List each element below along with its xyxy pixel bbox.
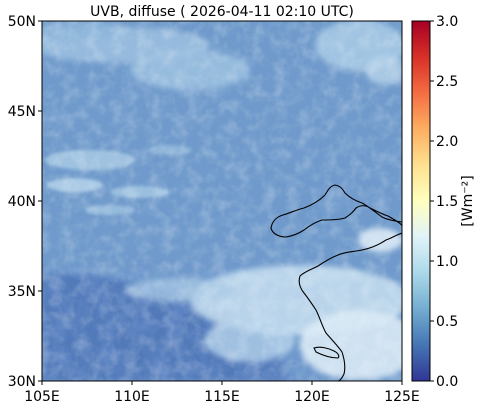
lat-tick-35n: 35N (8, 284, 36, 300)
lon-tick-125e: 125E (384, 389, 420, 405)
cbar-tick-1-5: 1.5 (436, 194, 458, 210)
cbar-tick-0-0: 0.0 (436, 374, 458, 390)
colorbar-gradient (411, 20, 431, 382)
cbar-tick-1-0: 1.0 (436, 254, 458, 270)
lon-tick-105e: 105E (24, 389, 60, 405)
colorbar-label: [Wm⁻²] (460, 175, 476, 226)
map-plot-area (42, 21, 402, 381)
lat-tick-40n: 40N (8, 194, 36, 210)
lat-tick-30n: 30N (8, 374, 36, 390)
lat-tick-50n: 50N (8, 14, 36, 30)
lon-tick-110e: 110E (114, 389, 150, 405)
cbar-tick-2-0: 2.0 (436, 134, 458, 150)
cbar-tick-2-5: 2.5 (436, 74, 458, 90)
lat-tick-45n: 45N (8, 104, 36, 120)
cbar-tick-0-5: 0.5 (436, 314, 458, 330)
map-title: UVB, diffuse ( 2026-04-11 02:10 UTC) (90, 4, 354, 20)
coastlines (270, 184, 402, 381)
lat-axis: 50N 45N 40N 35N 30N (8, 14, 42, 390)
lon-tick-120e: 120E (294, 389, 330, 405)
lon-tick-115e: 115E (204, 389, 240, 405)
colorbar: 3.0 2.5 2.0 1.5 1.0 0.5 0.0 [Wm⁻²] (411, 14, 476, 390)
lon-axis: 105E 110E 115E 120E 125E (24, 381, 420, 405)
cbar-tick-3-0: 3.0 (436, 14, 458, 30)
